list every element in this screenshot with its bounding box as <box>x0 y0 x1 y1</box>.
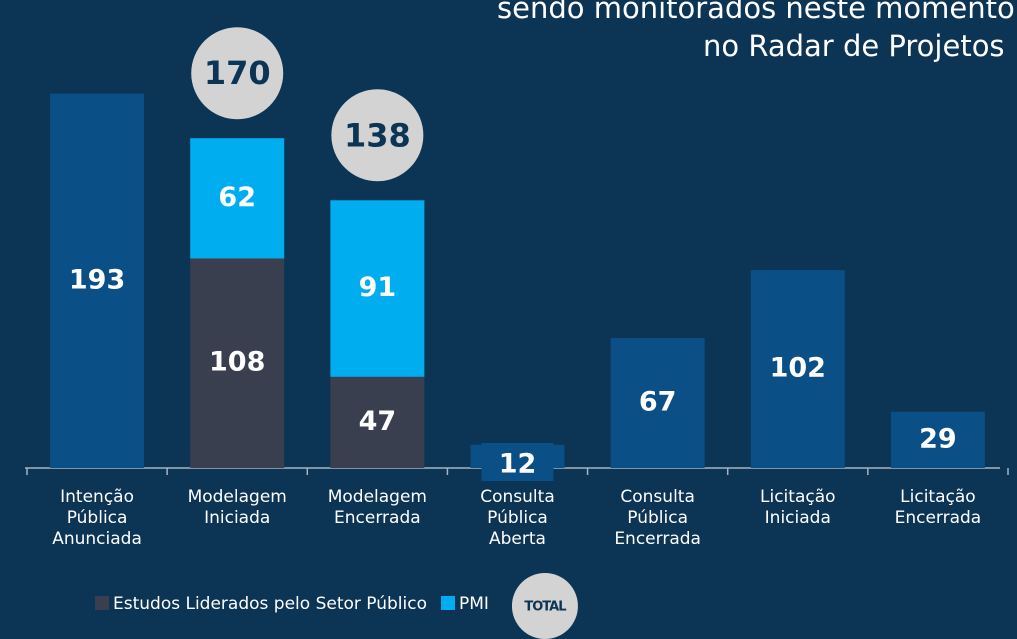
total-label: 138 <box>344 116 411 154</box>
legend-label: PMI <box>459 594 489 614</box>
bar-segment <box>190 258 285 468</box>
x-tick-label: Consulta <box>480 487 554 507</box>
bar-segment <box>330 200 425 377</box>
value-label: 67 <box>639 387 677 418</box>
x-tick-label: Intenção <box>60 487 134 507</box>
x-tick-label: Encerrada <box>614 529 701 549</box>
value-label: 193 <box>69 264 125 295</box>
x-tick-label: Iniciada <box>204 508 270 528</box>
x-tick-label: Encerrada <box>895 508 982 528</box>
title-line: sendo monitorados neste momento <box>497 0 1015 25</box>
x-tick-label: Iniciada <box>765 508 831 528</box>
total-bubble <box>191 27 284 120</box>
x-tick-label: Pública <box>627 508 688 528</box>
value-label: 12 <box>499 449 537 480</box>
bar-segment <box>190 138 285 259</box>
value-label: 102 <box>770 353 826 384</box>
total-label: 170 <box>204 54 271 92</box>
total-bubble <box>331 89 424 182</box>
x-tick-label: Pública <box>487 508 548 528</box>
x-tick-label: Anunciada <box>52 529 142 549</box>
x-tick-label: Licitação <box>760 487 836 507</box>
x-tick-label: Encerrada <box>334 508 421 528</box>
x-tick-label: Licitação <box>900 487 976 507</box>
x-tick-label: Consulta <box>620 487 694 507</box>
value-label: 29 <box>919 423 957 454</box>
legend-swatch <box>441 596 455 610</box>
value-label: 47 <box>359 406 397 437</box>
bar <box>890 411 985 468</box>
legend-swatch <box>95 596 109 610</box>
bar <box>610 338 705 468</box>
bar-segment <box>330 376 425 468</box>
value-label: 62 <box>218 182 256 213</box>
value-label: 91 <box>359 272 397 303</box>
bar <box>750 270 845 468</box>
x-tick-label: Modelagem <box>188 487 287 507</box>
x-tick-label: Modelagem <box>328 487 427 507</box>
total-legend-bubble <box>511 573 578 639</box>
title-line: no Radar de Projetos <box>703 29 1005 63</box>
bar <box>50 93 145 468</box>
value-label-bg <box>481 443 554 481</box>
x-tick-label: Aberta <box>489 529 546 549</box>
total-legend-label: TOTAL <box>524 600 566 615</box>
legend-label: Estudos Liderados pelo Setor Público <box>113 594 427 614</box>
x-tick-label: Pública <box>67 508 128 528</box>
value-label: 108 <box>209 347 265 378</box>
